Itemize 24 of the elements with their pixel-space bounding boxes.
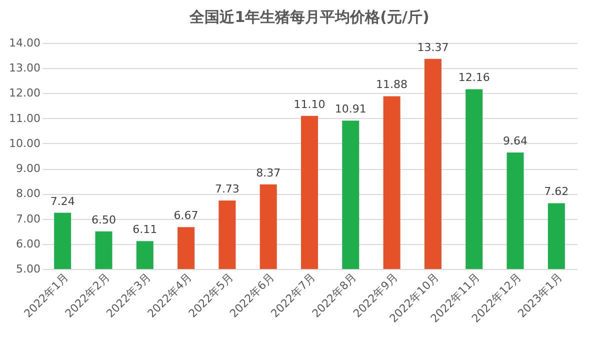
- y-tick-label: 7.00: [16, 212, 40, 226]
- y-tick-label: 8.00: [16, 187, 40, 200]
- y-tick-label: 13.00: [9, 62, 40, 75]
- y-tick-label: 11.00: [9, 112, 40, 125]
- y-tick-label: 14.00: [9, 36, 40, 50]
- data-label: 7.24: [50, 194, 75, 208]
- data-label: 11.88: [376, 78, 408, 92]
- data-label: 11.10: [294, 98, 326, 111]
- data-label: 9.64: [503, 134, 528, 148]
- data-label: 6.50: [91, 213, 116, 226]
- data-label: 7.73: [214, 182, 240, 196]
- data-label: 12.16: [458, 71, 490, 84]
- y-tick-label: 12.00: [9, 86, 40, 100]
- y-tick-label: 6.00: [16, 237, 40, 250]
- y-tick-label: 9.00: [16, 162, 40, 176]
- data-label: 10.91: [334, 102, 366, 116]
- data-label: 6.11: [132, 223, 158, 236]
- data-label: 13.37: [417, 40, 449, 54]
- y-tick-label: 5.00: [16, 262, 40, 276]
- chart-title: 全国近1年生猪每月平均价格(元/斤): [188, 8, 430, 26]
- data-label: 6.67: [174, 209, 198, 222]
- data-label: 7.62: [544, 185, 569, 198]
- data-label: 8.37: [256, 166, 281, 180]
- y-tick-label: 10.00: [9, 136, 40, 150]
